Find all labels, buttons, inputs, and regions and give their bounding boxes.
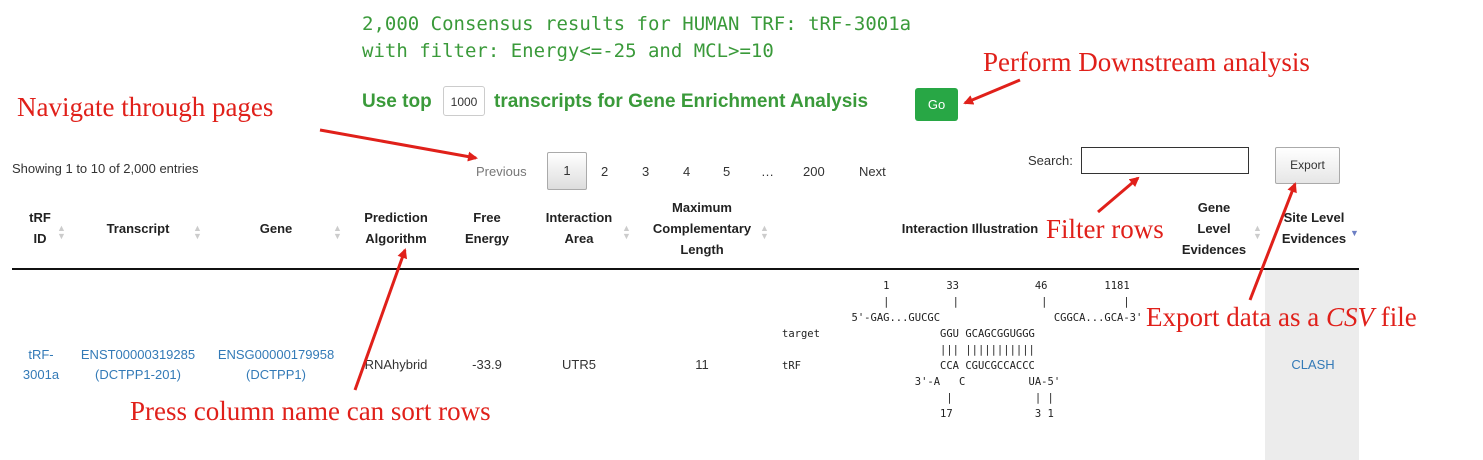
column-header-text: Gene xyxy=(259,221,293,236)
cell-text: ENST00000319285 xyxy=(80,347,196,362)
column-header-text: Evidences xyxy=(1281,231,1347,246)
column-header-text: tRF xyxy=(29,210,51,225)
annotation-navigate: Navigate through pages xyxy=(17,92,274,122)
arrow-downstream xyxy=(963,78,1021,105)
filter-description: with filter: Energy<=-25 and MCL>=10 xyxy=(362,40,774,62)
pagination-ellipsis: … xyxy=(761,164,774,179)
sort-icon: ▲ ▼ xyxy=(760,223,769,241)
column-header-text: Evidences xyxy=(1181,242,1247,257)
column-header-algorithm[interactable]: Prediction Algorithm xyxy=(356,207,436,249)
column-header-illustration: Interaction Illustration xyxy=(890,218,1050,239)
column-header-mcl[interactable]: Maximum Complementary Length xyxy=(642,197,762,260)
column-header-text: Energy xyxy=(464,231,510,246)
column-header-text: Gene xyxy=(1197,200,1231,215)
cell-text: (DCTPP1) xyxy=(246,367,306,382)
column-header-text: Prediction xyxy=(364,210,428,225)
column-header-text: Complementary xyxy=(652,221,752,236)
use-top-label: Use top xyxy=(362,91,432,112)
arrow-navigate xyxy=(319,128,478,162)
sort-icon: ▲ ▼ xyxy=(57,223,66,241)
pagination-page-200[interactable]: 200 xyxy=(803,164,825,179)
interaction-illustration: 1 33 46 1181 | | | | 5'-GAG...GUCGC CGGC… xyxy=(782,280,1143,420)
sort-icon: ▲ ▼ xyxy=(622,223,631,241)
sort-icon: ▲ ▼ xyxy=(333,223,342,241)
column-header-text: Length xyxy=(680,242,724,257)
pagination-page-5[interactable]: 5 xyxy=(723,164,731,179)
cell-text: (DCTPP1-201) xyxy=(95,367,181,382)
pagination-page-2[interactable]: 2 xyxy=(601,164,609,179)
column-header-trf-id[interactable]: tRF ID xyxy=(20,207,60,249)
cell-text: tRF- xyxy=(28,347,54,362)
enrichment-label: transcripts for Gene Enrichment Analysis xyxy=(494,91,869,112)
column-header-text: Level xyxy=(1197,221,1231,236)
trf-id-link[interactable]: tRF- 3001a xyxy=(18,345,64,385)
arrow-sort xyxy=(353,248,408,391)
column-header-gene-evidence[interactable]: Gene Level Evidences xyxy=(1176,197,1252,260)
pagination-next[interactable]: Next xyxy=(859,164,886,179)
column-header-transcript[interactable]: Transcript xyxy=(100,218,176,239)
gene-link[interactable]: ENSG00000179958 (DCTPP1) xyxy=(210,345,342,385)
annotation-filter: Filter rows xyxy=(1046,214,1164,244)
annotation-export-prefix: Export data as a xyxy=(1146,302,1326,332)
column-header-area[interactable]: Interaction Area xyxy=(536,207,622,249)
transcript-link[interactable]: ENST00000319285 (DCTPP1-201) xyxy=(72,345,204,385)
annotation-export-suffix: file xyxy=(1373,302,1417,332)
column-header-text: Maximum xyxy=(672,200,732,215)
annotation-sort: Press column name can sort rows xyxy=(130,396,491,426)
cell-text: 3001a xyxy=(22,367,60,382)
algorithm-cell: RNAhybrid xyxy=(364,357,428,372)
sorted-column-background xyxy=(1265,270,1359,460)
column-header-site-evidence[interactable]: Site Level Evidences xyxy=(1278,207,1350,249)
export-button[interactable]: Export xyxy=(1275,147,1340,184)
search-label: Search: xyxy=(1028,153,1073,168)
column-header-text: ID xyxy=(33,231,47,246)
site-evidence-link[interactable]: CLASH xyxy=(1291,357,1335,372)
annotation-downstream: Perform Downstream analysis xyxy=(983,47,1310,77)
results-title: 2,000 Consensus results for HUMAN TRF: t… xyxy=(362,13,912,35)
column-header-text: Area xyxy=(564,231,594,246)
column-header-energy[interactable]: Free Energy xyxy=(458,207,516,249)
pagination-page-1[interactable]: 1 xyxy=(547,152,587,190)
header-divider xyxy=(12,268,1359,270)
top-n-input[interactable]: 1000 xyxy=(443,86,485,116)
column-header-text: Transcript xyxy=(106,221,170,236)
sort-icon: ▲ ▼ xyxy=(1253,223,1262,241)
pagination-page-4[interactable]: 4 xyxy=(683,164,691,179)
cell-text: ENSG00000179958 xyxy=(217,347,335,362)
go-button[interactable]: Go xyxy=(915,88,958,121)
annotation-export: Export data as a CSV file xyxy=(1146,302,1417,333)
area-cell: UTR5 xyxy=(562,357,596,372)
arrow-filter xyxy=(1097,176,1140,214)
sort-icon: ▲ ▼ xyxy=(193,223,202,241)
column-header-text: Free xyxy=(473,210,501,225)
search-input[interactable] xyxy=(1081,147,1249,174)
column-header-gene[interactable]: Gene xyxy=(246,218,306,239)
pagination-previous[interactable]: Previous xyxy=(476,164,527,179)
energy-cell: -33.9 xyxy=(472,357,502,372)
column-header-text: Site Level xyxy=(1283,210,1345,225)
column-header-text: Algorithm xyxy=(365,231,427,246)
mcl-cell: 11 xyxy=(695,357,709,372)
column-header-text: Interaction Illustration xyxy=(901,221,1039,236)
pagination-page-3[interactable]: 3 xyxy=(642,164,650,179)
arrow-export xyxy=(1248,182,1297,301)
column-header-text: Interaction xyxy=(545,210,613,225)
table-info: Showing 1 to 10 of 2,000 entries xyxy=(12,161,199,176)
annotation-export-csv: CSV xyxy=(1325,302,1374,332)
sort-desc-icon: ▼ xyxy=(1350,228,1359,238)
